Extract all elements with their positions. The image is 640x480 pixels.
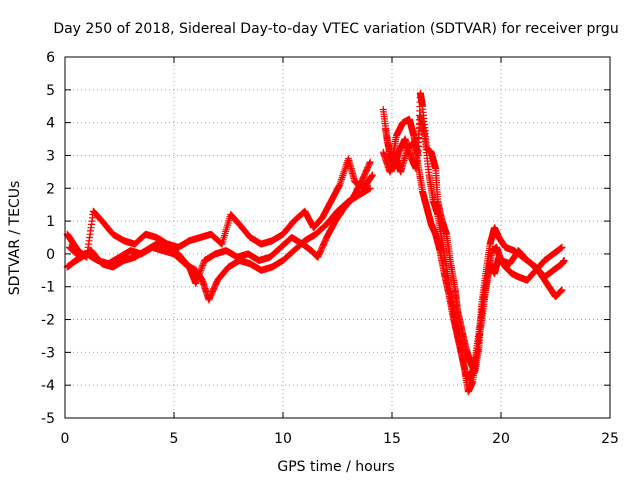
x-tick-label: 25 bbox=[601, 431, 619, 447]
series-markers bbox=[63, 155, 376, 261]
y-tick-label: 5 bbox=[46, 83, 55, 99]
series-track-f bbox=[379, 138, 568, 383]
y-tick-label: -3 bbox=[41, 345, 55, 361]
series-markers bbox=[65, 158, 374, 287]
x-axis-label: GPS time / hours bbox=[277, 459, 394, 475]
y-tick-label: -5 bbox=[41, 411, 55, 427]
y-tick-label: 0 bbox=[46, 247, 55, 263]
y-tick-label: -1 bbox=[41, 280, 55, 296]
y-tick-label: 1 bbox=[46, 214, 55, 230]
y-tick-label: -4 bbox=[41, 378, 55, 394]
x-tick-label: 20 bbox=[492, 431, 510, 447]
series-track-c bbox=[65, 158, 374, 287]
series-markers bbox=[379, 138, 568, 383]
y-axis-label: SDTVAR / TECUs bbox=[7, 181, 23, 296]
plot-border bbox=[64, 56, 611, 419]
y-tick-label: -2 bbox=[41, 313, 55, 329]
y-tick-label: 2 bbox=[46, 181, 55, 197]
data-points bbox=[63, 89, 568, 396]
chart-title: Day 250 of 2018, Sidereal Day-to-day VTE… bbox=[53, 21, 618, 37]
x-tick-label: 0 bbox=[61, 431, 70, 447]
y-tick-label: 3 bbox=[46, 148, 55, 164]
axis-ticks: 0 5 10 15 20 25 -5 -4 -3 -2 -1 0 1 2 3 4 5 6 bbox=[41, 50, 619, 447]
series-track-a bbox=[63, 155, 376, 261]
x-tick-label: 10 bbox=[274, 431, 292, 447]
y-tick-label: 4 bbox=[46, 116, 55, 132]
y-tick-label: 6 bbox=[46, 50, 55, 66]
x-tick-label: 5 bbox=[170, 431, 179, 447]
x-tick-label: 15 bbox=[383, 431, 401, 447]
